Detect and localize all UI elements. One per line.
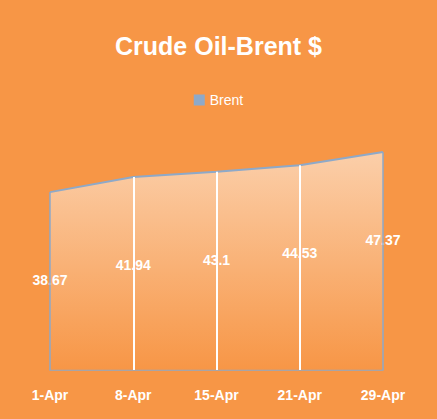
svg-text:8-Apr: 8-Apr xyxy=(115,387,152,403)
svg-text:29-Apr: 29-Apr xyxy=(361,387,406,403)
svg-text:21-Apr: 21-Apr xyxy=(278,387,323,403)
svg-text:44.53: 44.53 xyxy=(282,245,318,262)
svg-text:38.67: 38.67 xyxy=(32,272,68,289)
svg-text:Crude Oil-Brent $: Crude Oil-Brent $ xyxy=(115,32,322,60)
svg-text:1-Apr: 1-Apr xyxy=(32,387,69,403)
svg-text:43.1: 43.1 xyxy=(202,251,231,268)
svg-text:Brent: Brent xyxy=(210,92,244,108)
svg-text:47.37: 47.37 xyxy=(365,232,401,249)
svg-text:15-Apr: 15-Apr xyxy=(194,387,239,403)
svg-text:41.94: 41.94 xyxy=(115,257,151,274)
